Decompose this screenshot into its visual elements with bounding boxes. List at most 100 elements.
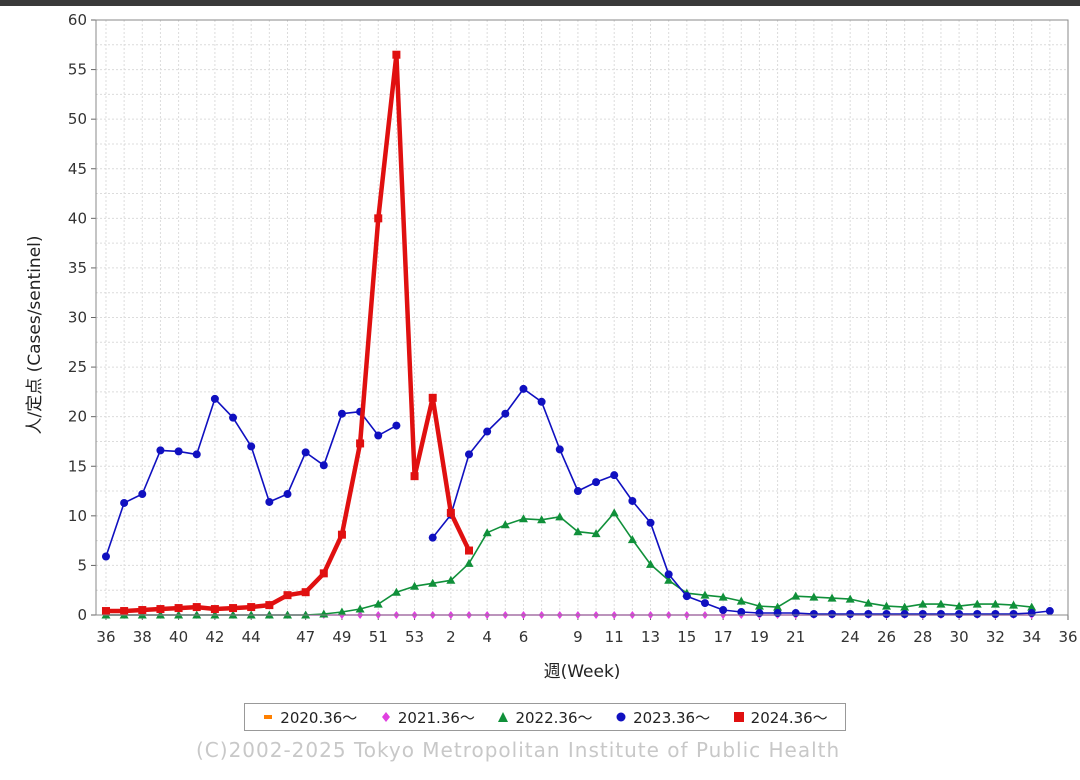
data-point <box>646 559 656 568</box>
y-tick-label: 20 <box>68 408 87 426</box>
data-point <box>446 575 456 584</box>
data-point <box>192 603 201 612</box>
data-point <box>791 591 801 600</box>
y-tick-label: 10 <box>68 507 87 525</box>
data-point <box>265 497 274 506</box>
data-point <box>391 587 401 596</box>
data-point <box>355 604 365 613</box>
x-tick-label: 6 <box>519 628 529 646</box>
x-tick-label: 15 <box>677 628 696 646</box>
data-point <box>301 588 310 597</box>
x-tick-label: 21 <box>786 628 805 646</box>
series-circle <box>101 384 1054 619</box>
data-point <box>718 592 728 601</box>
y-tick-label: 40 <box>68 209 87 227</box>
data-point <box>138 606 147 615</box>
legend: 2020.36〜 2021.36〜 2022.36〜 2023.36〜 2024.36〜 <box>244 703 846 731</box>
data-point <box>356 439 365 448</box>
data-point <box>773 602 783 611</box>
data-point <box>700 599 709 608</box>
data-point <box>210 605 219 614</box>
data-point <box>754 601 764 610</box>
data-point <box>591 529 601 538</box>
data-point <box>156 605 165 614</box>
y-tick-label: 50 <box>68 110 87 128</box>
data-point <box>120 607 129 616</box>
x-tick-label: 19 <box>750 628 769 646</box>
data-point <box>863 598 873 607</box>
x-tick-label: 36 <box>96 628 115 646</box>
y-tick-label: 55 <box>68 61 87 79</box>
series-layer <box>101 50 1054 619</box>
data-point <box>1045 607 1054 616</box>
data-point <box>737 608 746 617</box>
x-tick-label: 28 <box>913 628 932 646</box>
data-point <box>573 487 582 496</box>
legend-item: 2024.36〜 <box>733 707 828 728</box>
data-point <box>337 409 346 418</box>
data-point <box>809 592 819 601</box>
legend-item: 2021.36〜 <box>380 707 475 728</box>
data-point <box>864 610 873 619</box>
y-tick-label: 60 <box>68 11 87 29</box>
data-point <box>465 450 474 459</box>
data-point <box>337 607 347 616</box>
data-point <box>501 409 510 418</box>
data-point <box>446 508 455 517</box>
x-tick-label: 17 <box>714 628 733 646</box>
legend-label: 2021.36〜 <box>397 708 475 727</box>
data-point <box>664 575 674 584</box>
data-point <box>465 546 474 555</box>
data-point <box>337 530 346 539</box>
data-point <box>700 590 710 599</box>
data-point <box>900 602 910 611</box>
data-point <box>519 384 528 393</box>
x-tick-label: 4 <box>482 628 492 646</box>
x-tick-label: 38 <box>133 628 152 646</box>
data-point <box>736 596 746 605</box>
x-tick-label: 24 <box>841 628 860 646</box>
data-point <box>156 446 165 455</box>
data-point <box>392 421 401 430</box>
y-axis-label: 人/定点 (Cases/sentinel) <box>25 235 45 434</box>
data-point <box>229 604 238 613</box>
data-point <box>301 448 310 457</box>
y-tick-label: 45 <box>68 160 87 178</box>
data-point <box>1009 600 1019 609</box>
x-tick-label: 9 <box>573 628 583 646</box>
data-point <box>1009 610 1018 619</box>
data-point <box>247 442 256 451</box>
data-point <box>592 478 601 487</box>
legend-swatch-square <box>733 712 744 722</box>
y-tick-label: 25 <box>68 358 87 376</box>
x-tick-label: 53 <box>405 628 424 646</box>
data-point <box>846 610 855 619</box>
data-point <box>628 496 637 505</box>
data-point <box>373 599 383 608</box>
data-point <box>374 214 383 223</box>
x-tick-label: 47 <box>296 628 315 646</box>
data-point <box>464 558 474 567</box>
x-tick-label: 30 <box>950 628 969 646</box>
data-point <box>518 514 528 523</box>
data-point <box>1027 609 1036 618</box>
y-tick-label: 35 <box>68 259 87 277</box>
data-point <box>973 610 982 619</box>
copyright-text: (C)2002-2025 Tokyo Metropolitan Institut… <box>196 738 841 762</box>
data-point <box>500 520 510 529</box>
data-point <box>972 599 982 608</box>
data-point <box>483 427 492 436</box>
series-line <box>106 512 1032 616</box>
x-tick-label: 36 <box>1058 628 1077 646</box>
data-point <box>646 518 655 527</box>
legend-swatch-diamond <box>381 712 390 722</box>
data-point <box>954 601 964 610</box>
data-point <box>319 569 328 578</box>
x-tick-label: 26 <box>877 628 896 646</box>
legend-item: 2020.36〜 <box>262 707 357 728</box>
legend-swatch-dash <box>264 715 273 719</box>
data-point <box>664 570 673 579</box>
data-point <box>955 610 964 619</box>
y-tick-labels: 0 5 10 15 20 25 30 35 40 45 50 55 60 <box>68 11 96 624</box>
y-tick-label: 5 <box>77 556 87 574</box>
